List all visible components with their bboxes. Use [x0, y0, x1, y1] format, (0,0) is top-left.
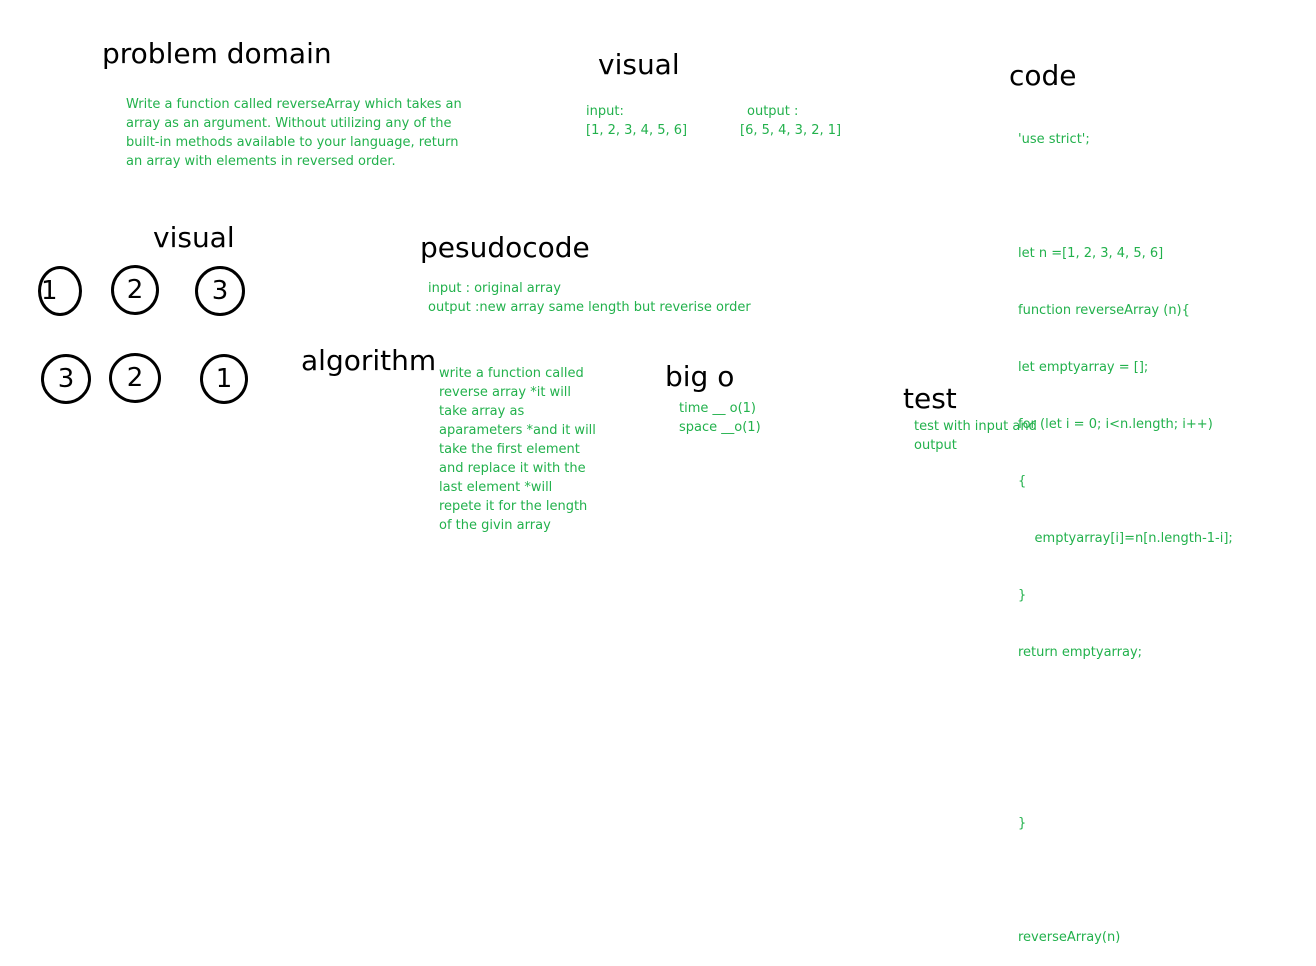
pseudocode-line: output :new array same length but reveri…	[428, 300, 751, 315]
code-title: code	[1009, 59, 1077, 92]
big-o-line: space __o(1)	[679, 420, 761, 435]
big-o-line: time __ o(1)	[679, 401, 757, 416]
code-line: return emptyarray;	[1018, 645, 1143, 660]
algorithm-line: and replace it with the	[439, 461, 586, 476]
problem-domain-line: array as an argument. Without utilizing …	[126, 116, 452, 131]
problem-domain-line: an array with elements in reversed order…	[126, 154, 396, 169]
code-line	[1018, 871, 1233, 890]
problem-domain-line: Write a function called reverseArray whi…	[126, 97, 462, 112]
circle-row2-1: 3	[41, 354, 91, 404]
circle-row1-2: 2	[111, 265, 159, 315]
code-line: function reverseArray (n){	[1018, 303, 1190, 318]
code-line: emptyarray[i]=n[n.length-1-i];	[1018, 531, 1233, 546]
problem-domain-line: built-in methods available to your langu…	[126, 135, 459, 150]
pseudocode-line: input : original array	[428, 281, 561, 296]
algorithm-line: repete it for the length	[439, 499, 588, 514]
code-line: reverseArray(n)	[1018, 930, 1121, 945]
visual-output-label: output :	[747, 104, 799, 119]
code-line: }	[1018, 816, 1027, 831]
test-line: output	[914, 438, 957, 453]
big-o-title: big o	[665, 360, 735, 393]
code-line	[1018, 700, 1233, 719]
algorithm-line: take the first element	[439, 442, 580, 457]
code-line: let n =[1, 2, 3, 4, 5, 6]	[1018, 246, 1164, 261]
pseudocode-title: pesudocode	[420, 231, 590, 264]
test-line: test with input and	[914, 419, 1037, 434]
circle-row1-3: 3	[195, 266, 245, 316]
visual-output-value: [6, 5, 4, 3, 2, 1]	[740, 123, 842, 138]
algorithm-line: take array as	[439, 404, 525, 419]
algorithm-line: reverse array *it will	[439, 385, 572, 400]
algorithm-line: of the givin array	[439, 518, 551, 533]
code-line	[1018, 187, 1233, 206]
code-line: let emptyarray = [];	[1018, 360, 1149, 375]
algorithm-line: aparameters *and it will	[439, 423, 596, 438]
visual-left-title: visual	[153, 221, 235, 254]
big-o-text: time __ o(1) space __o(1)	[679, 399, 761, 437]
code-line: 'use strict';	[1018, 132, 1090, 147]
code-block: 'use strict'; let n =[1, 2, 3, 4, 5, 6] …	[1018, 92, 1233, 966]
problem-domain-title: problem domain	[102, 37, 332, 70]
test-text: test with input and output	[914, 417, 1037, 455]
code-line: for (let i = 0; i<n.length; i++)	[1018, 417, 1213, 432]
code-line: }	[1018, 588, 1027, 603]
problem-domain-text: Write a function called reverseArray whi…	[126, 95, 462, 171]
pseudocode-text: input : original array output :new array…	[428, 279, 751, 317]
algorithm-title: algorithm	[301, 344, 437, 377]
visual-input-value: [1, 2, 3, 4, 5, 6]	[586, 123, 688, 138]
circle-row2-2: 2	[109, 353, 161, 403]
code-line	[1018, 757, 1233, 776]
algorithm-line: write a function called	[439, 366, 584, 381]
algorithm-text: write a function called reverse array *i…	[439, 364, 596, 535]
algorithm-line: last element *will	[439, 480, 553, 495]
visual-input-label: input:	[586, 104, 624, 119]
circle-row2-3: 1	[200, 354, 248, 404]
visual-top-title: visual	[598, 48, 680, 81]
circle-row1-1: 1	[38, 266, 82, 316]
code-line: {	[1018, 474, 1027, 489]
test-title: test	[903, 382, 957, 415]
